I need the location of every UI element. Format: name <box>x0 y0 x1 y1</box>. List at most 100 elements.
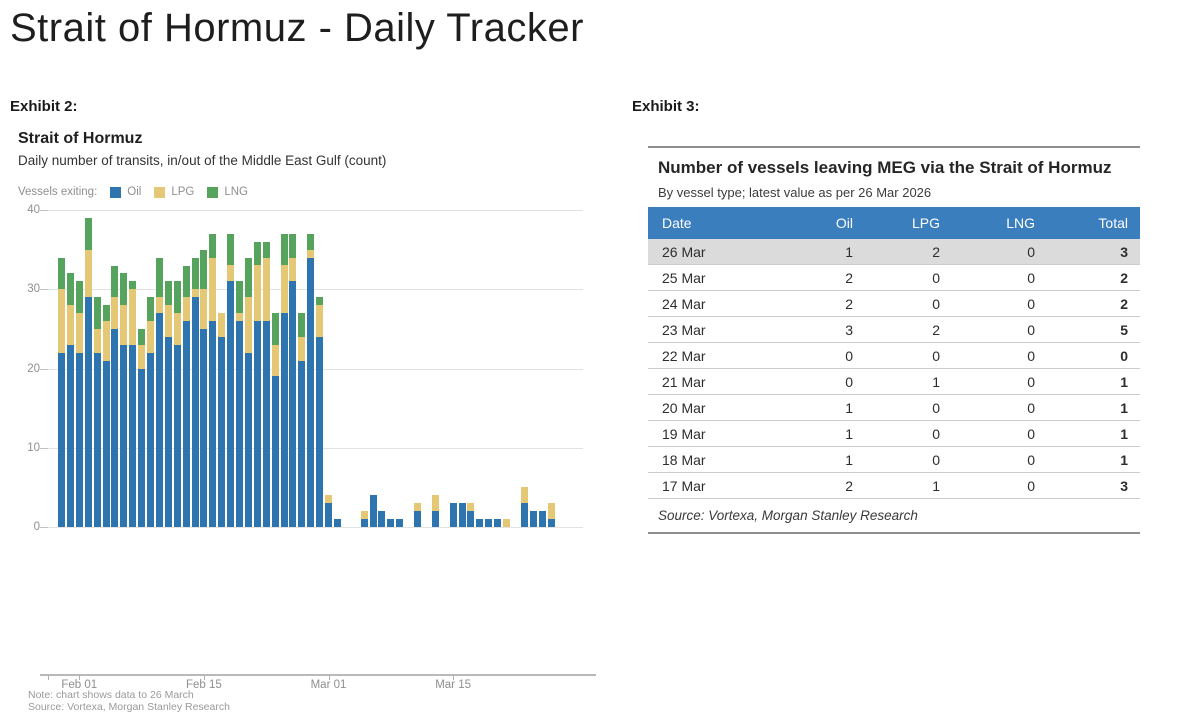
bar-segment-lpg <box>503 519 510 527</box>
table-row-17-mar: 17 Mar 2 1 0 3 <box>648 473 1140 499</box>
bar-segment-lpg <box>218 313 226 337</box>
bar-11-feb <box>164 281 172 527</box>
bar-segment-lng <box>84 217 92 250</box>
bar-segment-lpg <box>93 328 101 353</box>
value-cell-oil: 0 <box>845 347 853 364</box>
grid-line-20 <box>48 368 583 370</box>
value-cell-lng: 0 <box>1027 477 1035 494</box>
bar-segment-oil <box>431 511 439 527</box>
bar-segment-lng <box>129 281 137 290</box>
table-row-18-mar: 18 Mar 1 0 0 1 <box>648 447 1140 473</box>
value-cell-lpg: 0 <box>932 269 940 286</box>
date-cell: 19 Mar <box>662 425 706 442</box>
bar-04-feb <box>102 305 110 527</box>
bar-segment-lpg <box>191 289 199 298</box>
bar-segment-lng <box>111 265 119 298</box>
exhibit-3-label: Exhibit 3: <box>632 98 700 115</box>
bar-segment-lng <box>75 281 83 314</box>
bar-segment-lpg <box>164 305 172 337</box>
bar-05-mar <box>360 511 368 527</box>
bar-segment-lng <box>209 233 217 258</box>
y-axis-label-30: 30 <box>27 283 40 296</box>
bar-segment-lng <box>147 297 154 321</box>
value-cell-lng: 0 <box>1027 373 1035 390</box>
x-axis-label-mar-15: Mar 15 <box>435 679 471 691</box>
bar-segment-lng <box>280 233 288 266</box>
bar-01-feb <box>75 281 83 527</box>
bar-segment-oil <box>200 328 208 527</box>
bar-01-mar <box>325 495 332 527</box>
chart-legend: Vessels exiting: Oil LPG LNG <box>18 185 248 199</box>
lng-swatch-icon <box>207 186 219 198</box>
value-cell-lpg: 0 <box>932 451 940 468</box>
table-row-20-mar: 20 Mar 1 0 0 1 <box>648 395 1140 421</box>
value-cell-lng: 0 <box>1027 347 1035 364</box>
column-header-total: Total <box>1098 215 1128 231</box>
value-cell-lpg: 0 <box>932 295 940 312</box>
exhibit-2-label: Exhibit 2: <box>10 98 78 115</box>
bar-segment-oil <box>58 352 65 527</box>
bar-segment-lpg <box>138 344 146 369</box>
bar-21-feb <box>253 241 261 527</box>
value-cell-total: 2 <box>1120 269 1128 286</box>
bar-02-feb <box>84 217 92 527</box>
chart-note: Note: chart shows data to 26 March <box>28 689 194 701</box>
bar-segment-lng <box>173 281 181 314</box>
bar-06-feb <box>120 273 128 527</box>
bar-segment-oil <box>129 344 137 527</box>
bar-segment-lng <box>236 281 243 314</box>
bar-segment-oil <box>75 352 83 527</box>
bar-segment-oil <box>236 320 243 527</box>
bar-segment-lpg <box>155 297 163 314</box>
table-row-23-mar: 23 Mar 3 2 0 5 <box>648 317 1140 343</box>
bar-segment-oil <box>182 320 190 527</box>
bar-13-mar <box>431 495 439 527</box>
chart-title: Strait of Hormuz <box>18 130 143 147</box>
bar-segment-lng <box>58 257 65 290</box>
date-cell: 18 Mar <box>662 451 706 468</box>
y-tick-20 <box>40 368 48 370</box>
bar-segment-oil <box>244 352 252 527</box>
y-axis-label-10: 10 <box>27 441 40 454</box>
grid-line-0 <box>48 527 583 528</box>
bar-18-feb <box>227 233 235 527</box>
bar-09-mar <box>396 519 404 527</box>
bar-segment-lpg <box>316 305 324 337</box>
bar-segment-lng <box>316 297 324 306</box>
value-cell-total: 0 <box>1120 347 1128 364</box>
vessels-table: Number of vessels leaving MEG via the St… <box>648 146 1140 534</box>
bar-28-feb <box>316 297 324 527</box>
bar-segment-lpg <box>414 503 421 512</box>
x-tick-mark <box>48 675 49 680</box>
bar-segment-lpg <box>58 289 65 353</box>
bar-18-mar <box>476 519 484 527</box>
x-axis-label-mar-01: Mar 01 <box>310 679 347 691</box>
bar-21-mar <box>503 519 510 527</box>
bar-segment-oil <box>476 519 484 527</box>
value-cell-lng: 0 <box>1027 243 1035 260</box>
bar-07-feb <box>129 281 137 527</box>
value-cell-lng: 0 <box>1027 451 1035 468</box>
bar-segment-oil <box>414 511 421 527</box>
chart-subtitle: Daily number of transits, in/out of the … <box>18 153 387 168</box>
bar-25-feb <box>289 233 297 527</box>
chart-plot-area: 0 10 20 30 40 <box>27 204 583 533</box>
legend-prefix: Vessels exiting: <box>18 186 98 198</box>
bar-segment-lpg <box>236 313 243 321</box>
y-axis-label-0: 0 <box>33 521 40 533</box>
page-title: Strait of Hormuz - Daily Tracker <box>10 6 584 50</box>
bar-06-mar <box>369 495 377 527</box>
date-cell: 24 Mar <box>662 295 706 312</box>
y-tick-30 <box>40 289 48 291</box>
legend-label-lpg: LPG <box>171 186 195 198</box>
bar-segment-lng <box>200 249 208 290</box>
bar-segment-lng <box>120 273 128 306</box>
bar-segment-lpg <box>289 257 297 282</box>
bar-segment-oil <box>369 495 377 527</box>
table-row-25-mar: 25 Mar 2 0 0 2 <box>648 265 1140 291</box>
bar-05-feb <box>111 265 119 527</box>
bar-segment-oil <box>280 313 288 527</box>
value-cell-oil: 0 <box>845 373 853 390</box>
bar-segment-oil <box>333 519 341 527</box>
table-row-26-mar: 26 Mar 1 2 0 3 <box>648 239 1140 265</box>
